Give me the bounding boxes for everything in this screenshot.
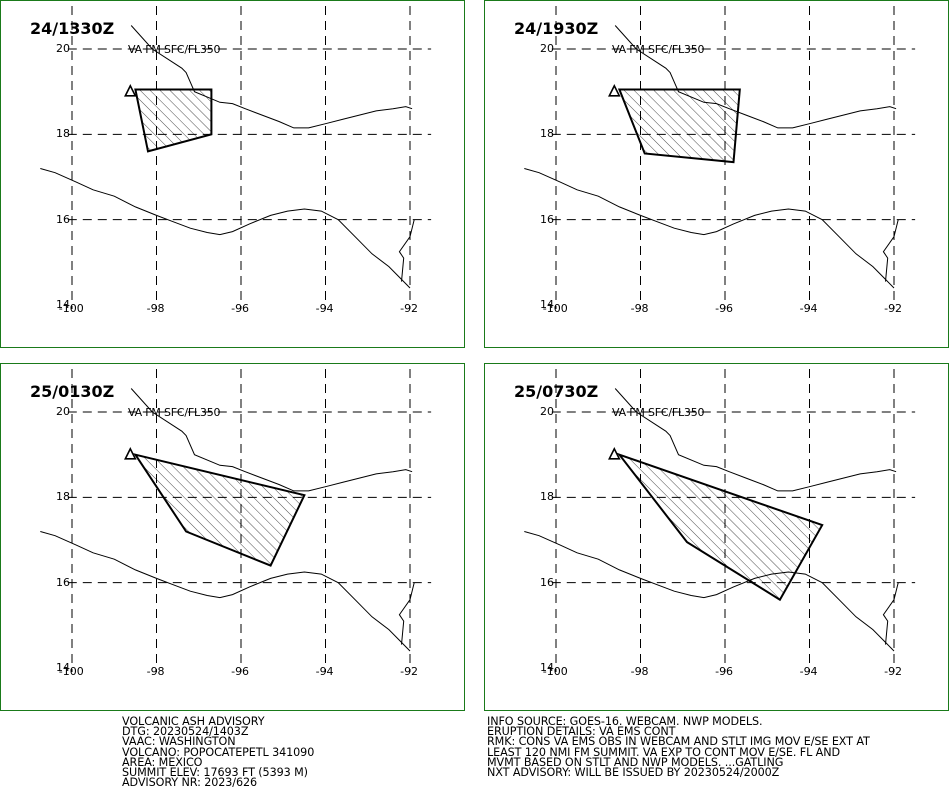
latitude-label: 18 <box>56 127 70 141</box>
longitude-label: -96 <box>715 302 734 315</box>
flight-level-label: VA FM SFC/FL350 <box>612 43 705 56</box>
grid-lines <box>67 6 432 310</box>
border-line <box>398 582 415 645</box>
longitude-label: -92 <box>400 665 419 678</box>
longitude-label: -92 <box>884 665 903 678</box>
valid-time-label: 24/1930Z <box>514 19 599 38</box>
coastline <box>524 388 899 652</box>
gulf-coastline <box>614 25 897 129</box>
latitude-label: 16 <box>540 575 554 589</box>
map-panel-4: 25/0730Z VA FM SFC/FL350 20 18 16 14 -100 -98 -9… <box>484 363 949 711</box>
coastline <box>40 25 415 289</box>
gulf-coastline <box>130 25 413 129</box>
latitude-label: 18 <box>540 490 554 504</box>
longitude-label: -94 <box>799 665 818 678</box>
border-line <box>882 219 899 282</box>
gulf-coastline <box>614 388 897 492</box>
latitude-label: 14 <box>540 661 554 675</box>
longitude-label: -100 <box>58 665 84 678</box>
map-panel-1: 24/1330Z VA FM SFC/FL350 20 18 16 14 -100 -98 -9… <box>0 0 465 348</box>
longitude-label: -92 <box>400 302 419 315</box>
latitude-label: 20 <box>56 405 70 418</box>
info-source: INFO SOURCE: GOES-16. WEBCAM. NWP MODELS… <box>487 715 763 728</box>
triangle-icon <box>124 447 137 460</box>
eruption-details: ERUPTION DETAILS: VA EMS CONT <box>487 725 676 739</box>
gulf-coastline <box>130 388 413 492</box>
ash-cloud-polygon <box>616 452 824 602</box>
map-panel-3: 25/0130Z VA FM SFC/FL350 20 18 16 14 -100 -98 -9… <box>0 363 465 711</box>
latitude-label: 18 <box>540 127 554 141</box>
border-line <box>882 582 899 645</box>
longitude-label: -94 <box>799 302 818 315</box>
latitude-label: 16 <box>56 212 70 226</box>
coastline <box>40 388 415 652</box>
advisory-number: ADVISORY NR: 2023/626 <box>122 776 257 790</box>
valid-time-label: 25/0730Z <box>514 382 599 401</box>
longitude-label: -100 <box>542 302 568 315</box>
advisory-area: AREA: MEXICO <box>122 755 203 769</box>
latitude-label: 20 <box>56 42 70 55</box>
advisory-summit: SUMMIT ELEV: 17693 FT (5393 M) <box>122 765 308 779</box>
pacific-coastline <box>40 168 411 289</box>
advisory-header-text: VOLCANIC ASH ADVISORY DTG: 20230524/1403… <box>122 715 315 790</box>
latitude-label: 14 <box>540 298 554 312</box>
latitude-label: 14 <box>56 661 70 675</box>
valid-time-label: 24/1330Z <box>30 19 115 38</box>
longitude-label: -96 <box>231 302 250 315</box>
map-canvas <box>40 6 432 310</box>
triangle-icon <box>608 84 621 97</box>
advisory-vaac: VAAC: WASHINGTON <box>122 735 236 749</box>
map-canvas <box>524 369 916 673</box>
border-line <box>398 219 415 282</box>
longitude-label: -96 <box>231 665 250 678</box>
flight-level-label: VA FM SFC/FL350 <box>128 406 221 419</box>
remarks-line-2: LEAST 120 NMI FM SUMMIT. VA EXP TO CONT … <box>487 745 840 759</box>
longitude-label: -96 <box>715 665 734 678</box>
advisory-volcano: VOLCANO: POPOCATEPETL 341090 <box>122 745 315 759</box>
latitude-label: 16 <box>540 212 554 226</box>
longitude-label: -92 <box>884 302 903 315</box>
longitude-label: -98 <box>146 665 165 678</box>
ash-cloud-polygon <box>134 88 213 153</box>
map-panel-2: 24/1930Z VA FM SFC/FL350 20 18 16 14 -100 -98 -9… <box>484 0 949 348</box>
longitude-label: -98 <box>630 665 649 678</box>
longitude-label: -100 <box>58 302 84 315</box>
remarks-line-1: RMK: CONS VA EMS OBS IN WEBCAM AND STLT … <box>487 735 870 749</box>
next-advisory: NXT ADVISORY: WILL BE ISSUED BY 20230524… <box>487 765 780 779</box>
latitude-label: 14 <box>56 298 70 312</box>
longitude-label: -98 <box>630 302 649 315</box>
pacific-coastline <box>40 531 411 652</box>
longitude-label: -94 <box>315 665 334 678</box>
triangle-icon <box>608 447 621 460</box>
latitude-label: 18 <box>56 490 70 504</box>
flight-level-label: VA FM SFC/FL350 <box>612 406 705 419</box>
pacific-coastline <box>524 531 895 652</box>
remarks-line-3: MVMT BASED ON STLT AND NWP MODELS. ...GA… <box>487 755 784 769</box>
flight-level-label: VA FM SFC/FL350 <box>128 43 221 56</box>
ash-cloud-polygon <box>133 453 306 567</box>
advisory-details-text: INFO SOURCE: GOES-16. WEBCAM. NWP MODELS… <box>487 715 870 779</box>
advisory-dtg: DTG: 20230524/1403Z <box>122 725 249 739</box>
coastline <box>524 25 899 289</box>
ash-cloud-polygon <box>617 88 741 164</box>
valid-time-label: 25/0130Z <box>30 382 115 401</box>
grid-lines <box>551 369 916 673</box>
pacific-coastline <box>524 168 895 289</box>
longitude-label: -98 <box>146 302 165 315</box>
latitude-label: 20 <box>540 405 554 418</box>
longitude-label: -94 <box>315 302 334 315</box>
latitude-label: 16 <box>56 575 70 589</box>
advisory-title: VOLCANIC ASH ADVISORY <box>122 715 265 728</box>
latitude-label: 20 <box>540 42 554 55</box>
map-canvas <box>40 369 432 673</box>
longitude-label: -100 <box>542 665 568 678</box>
map-canvas <box>524 6 916 310</box>
triangle-icon <box>124 84 137 97</box>
